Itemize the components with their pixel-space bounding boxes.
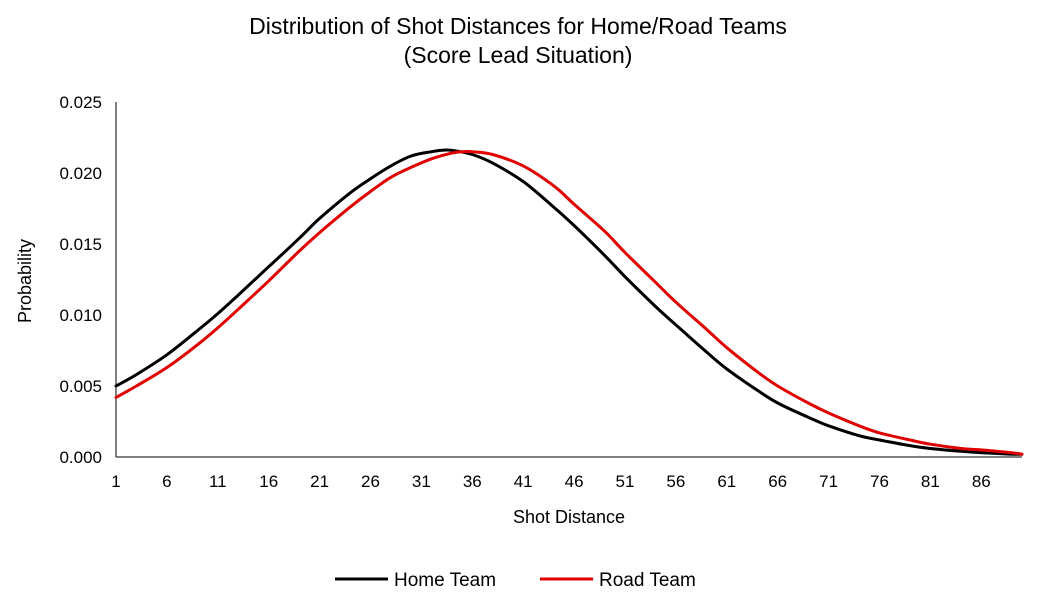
plot-area [114,148,1024,456]
x-tick-label: 51 [616,472,635,491]
x-tick-label: 1 [111,472,120,491]
y-tick-label: 0.005 [59,377,102,396]
series-line-road-team [114,149,1024,456]
legend-item-home-team: Home Team [335,570,496,591]
x-axis-title: Shot Distance [513,507,625,527]
series-line-home-team [114,148,1024,456]
x-tick-label: 26 [361,472,380,491]
y-tick-label: 0.025 [59,93,102,112]
x-tick-label: 66 [768,472,787,491]
y-tick-label: 0.010 [59,306,102,325]
x-tick-label: 31 [412,472,431,491]
legend-label: Road Team [599,570,696,591]
y-axis-title: Probability [15,239,35,323]
x-tick-label: 41 [514,472,533,491]
x-tick-label: 81 [921,472,940,491]
chart-title: Distribution of Shot Distances for Home/… [249,13,787,39]
x-tick-label: 11 [209,472,227,491]
legend-label: Home Team [394,570,496,591]
legend: Home Team Road Team [335,570,696,591]
x-tick-label: 56 [666,472,685,491]
legend-item-road-team: Road Team [540,570,696,591]
x-tick-label: 86 [972,472,991,491]
chart-subtitle: (Score Lead Situation) [404,42,633,68]
x-tick-label: 46 [565,472,584,491]
x-tick-label: 76 [870,472,889,491]
x-tick-label: 71 [819,472,838,491]
x-tick-label: 36 [463,472,482,491]
y-tick-label: 0.000 [59,448,102,467]
y-tick-label: 0.020 [59,164,102,183]
x-tick-label: 6 [162,472,171,491]
x-tick-label: 16 [259,472,278,491]
y-tick-label: 0.015 [59,235,102,254]
x-tick-label: 21 [310,472,329,491]
x-tick-label: 61 [717,472,736,491]
